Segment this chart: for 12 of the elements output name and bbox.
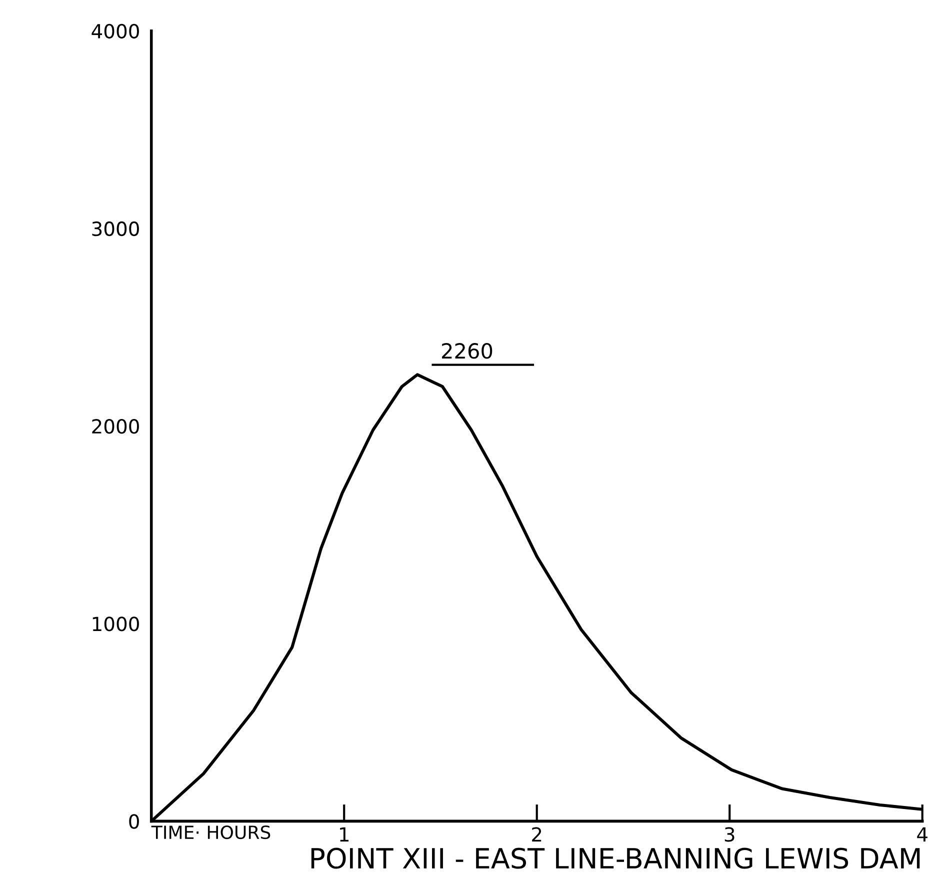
y-tick-label: 3000: [92, 221, 139, 236]
x-tick-label: 4: [917, 827, 928, 842]
x-tick-label: 2: [532, 827, 542, 842]
annotation: 2260: [442, 343, 492, 359]
x-tick-label: 3: [724, 827, 734, 842]
y-tick-label: 0: [129, 814, 139, 829]
x-axis-title: TIME· HOURS: [151, 825, 270, 840]
text: POINT XIII - EAST LINE-BANNING LEWIS DAM: [311, 848, 920, 869]
y-tick-label: 2000: [92, 419, 139, 434]
y-tick-label: 1000: [92, 616, 139, 632]
x-tick-label: 1: [340, 827, 348, 842]
y-tick-label: 4000: [92, 24, 139, 39]
